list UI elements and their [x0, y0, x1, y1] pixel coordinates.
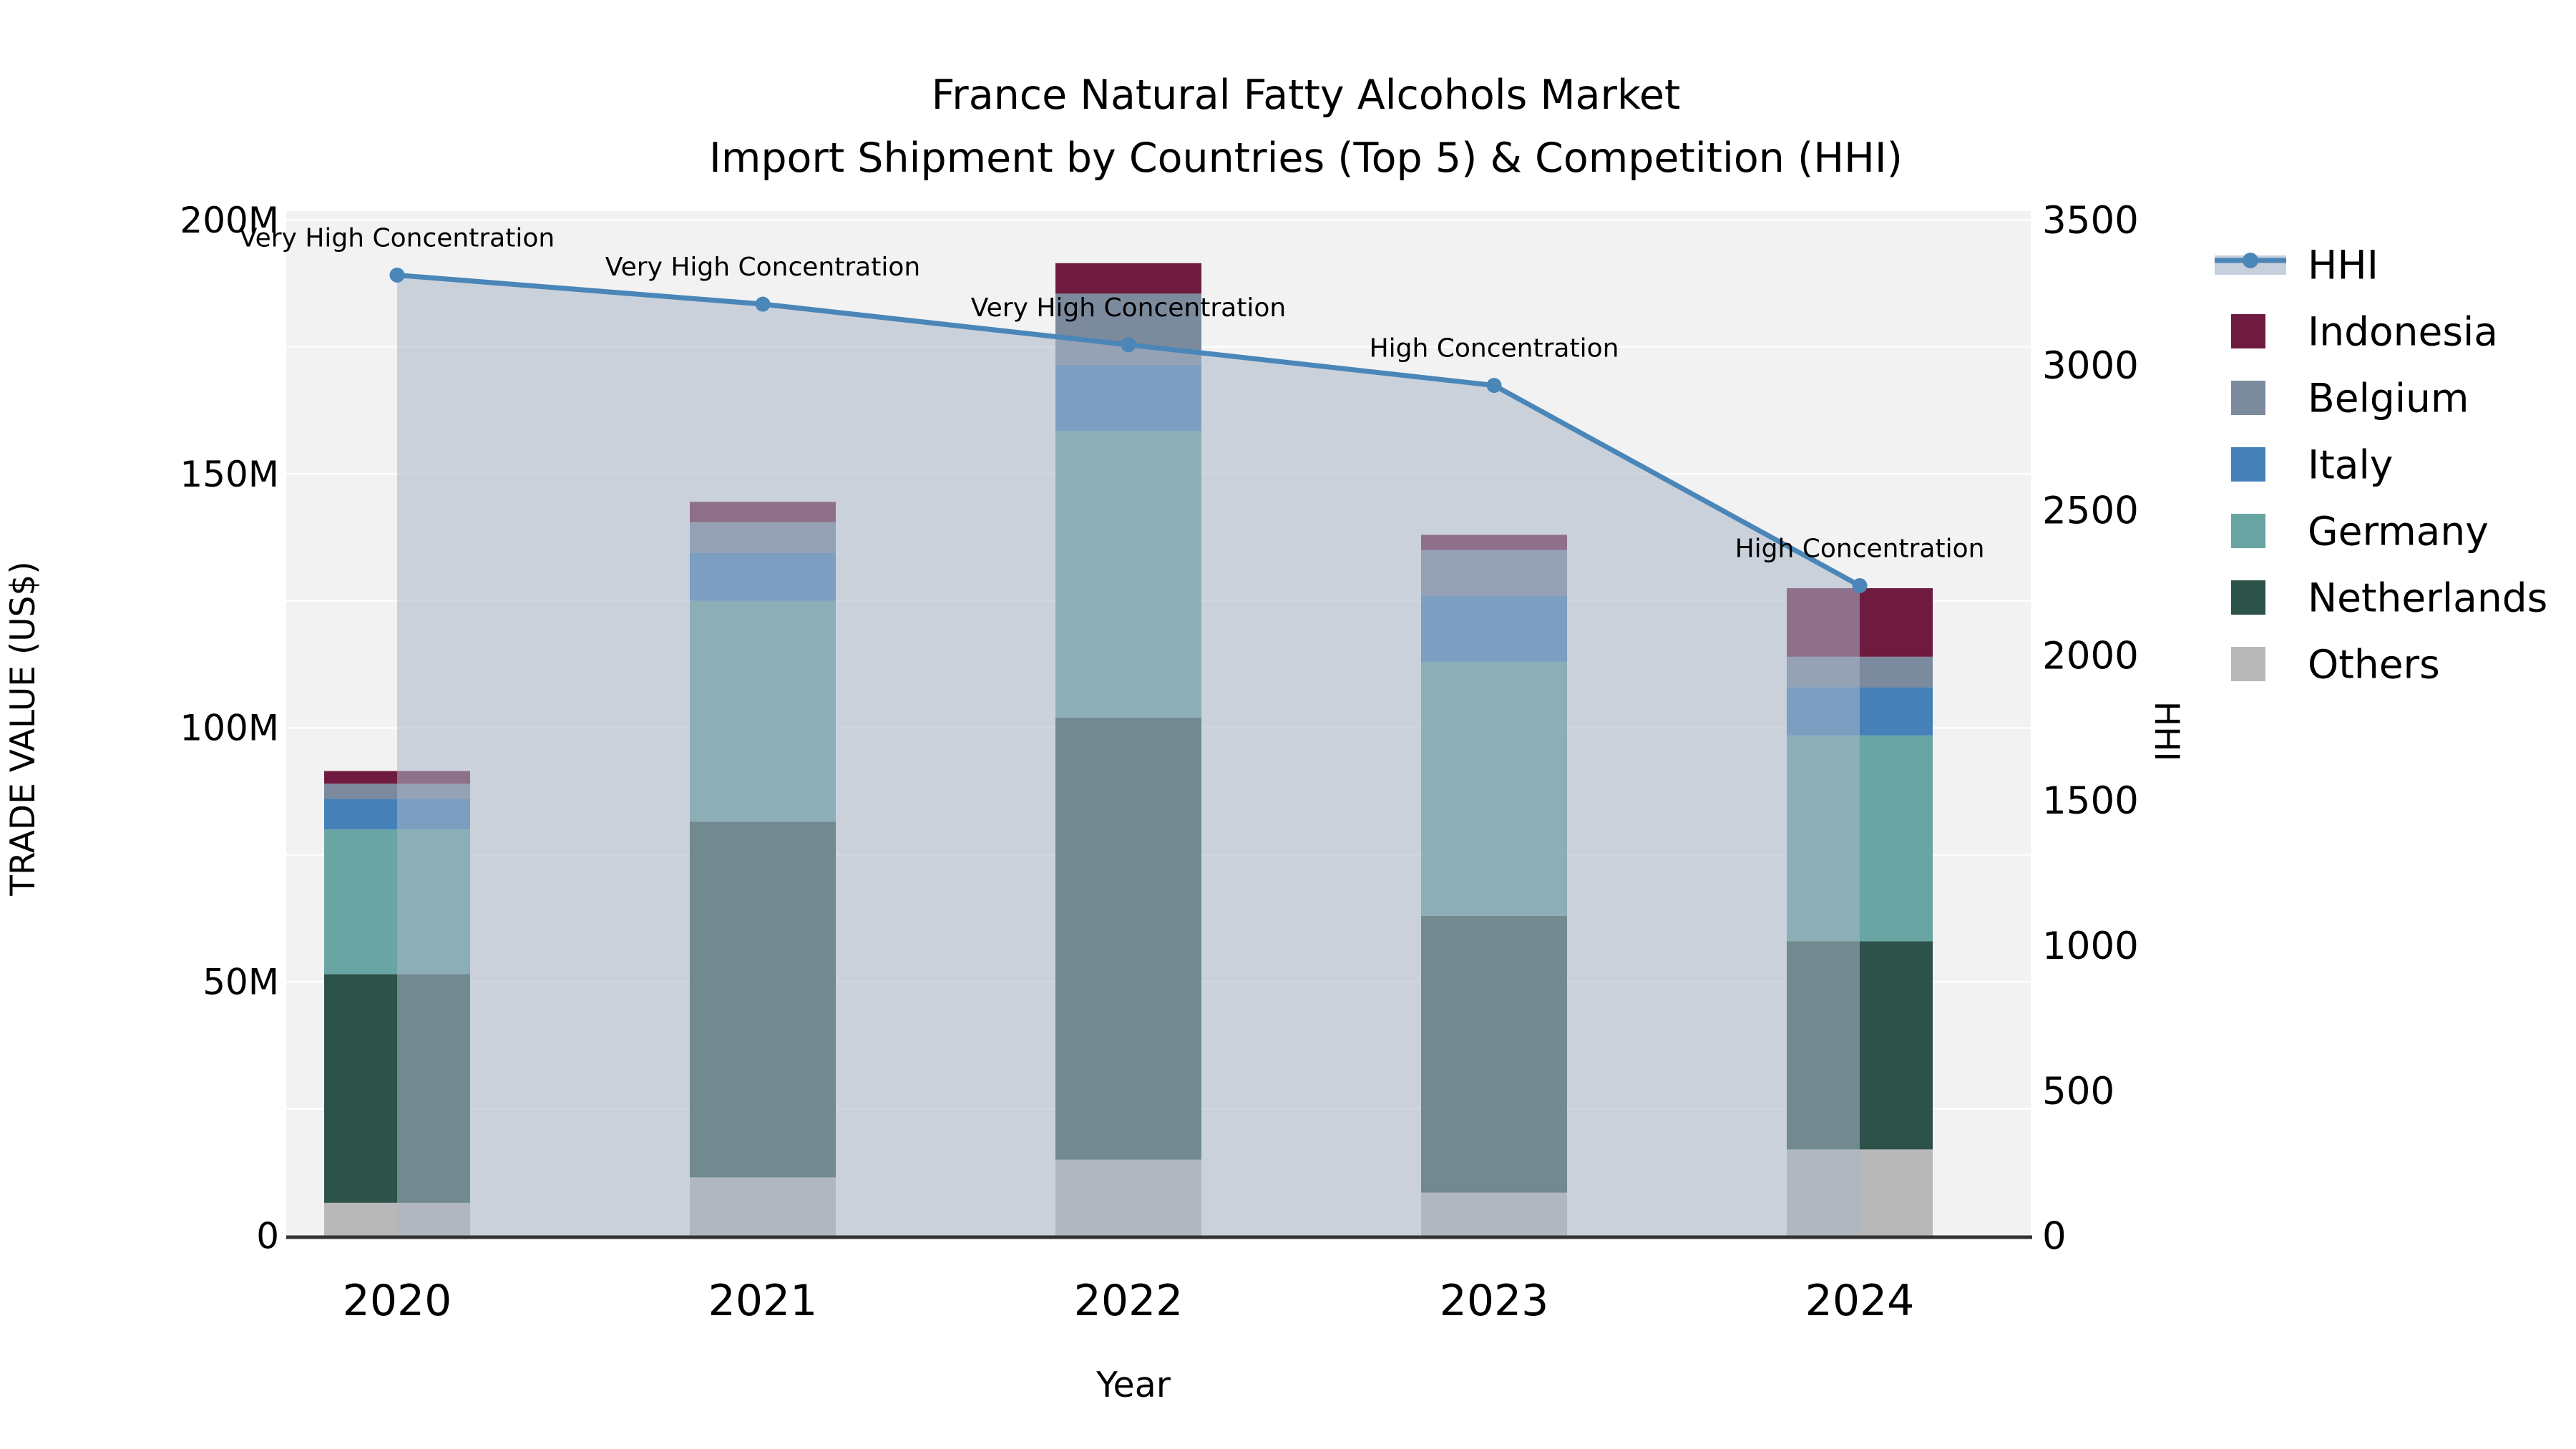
- chart-title-line2: Import Shipment by Countries (Top 5) & C…: [709, 135, 1903, 182]
- legend-item-others: Others: [2231, 641, 2440, 687]
- right-tick-label: 2500: [2042, 489, 2139, 533]
- legend-label: Belgium: [2308, 375, 2469, 421]
- legend-item-germany: Germany: [2231, 508, 2489, 554]
- y-axis-label-right: HHI: [2147, 701, 2186, 762]
- legend-item-netherlands: Netherlands: [2231, 575, 2547, 620]
- right-tick-label: 0: [2042, 1215, 2067, 1259]
- x-tick-label-2020: 2020: [343, 1276, 452, 1326]
- hhi-area-layer: [397, 275, 1860, 1236]
- legend-label: Others: [2308, 641, 2440, 687]
- annotation-label-2022: Very High Concentration: [971, 293, 1286, 323]
- hhi-line-layer: [389, 267, 1868, 593]
- left-tick-label: 50M: [203, 962, 279, 1003]
- left-tick-label: 0: [256, 1216, 279, 1257]
- bar-segment-indonesia-2022: [1055, 263, 1201, 294]
- legend-item-indonesia: Indonesia: [2231, 308, 2498, 354]
- x-tick-label-2023: 2023: [1440, 1276, 1549, 1326]
- y-axis-label-left: TRADE VALUE (US$): [4, 561, 43, 896]
- legend-label: Italy: [2308, 441, 2393, 487]
- legend-swatch-belgium: [2231, 381, 2265, 415]
- hhi-marker-2024: [1852, 577, 1868, 593]
- annotation-label-2021: Very High Concentration: [605, 253, 920, 282]
- annotation-label-2023: High Concentration: [1370, 334, 1619, 364]
- hhi-marker-2021: [755, 296, 771, 312]
- x-tick-label-2022: 2022: [1074, 1276, 1184, 1326]
- legend-label: Germany: [2308, 508, 2489, 554]
- right-tick-label: 1000: [2042, 924, 2139, 968]
- hhi-marker-2023: [1486, 378, 1502, 394]
- legend-label: Netherlands: [2308, 575, 2547, 620]
- hhi-marker-2022: [1121, 337, 1136, 353]
- hhi-area-fill: [397, 275, 1860, 1236]
- right-tick-label: 3000: [2042, 344, 2139, 388]
- axis-ticks-layer: 0 50M 100M 150M 200M 0 500 1000 1500 2000 2500 3000…: [180, 199, 2138, 1326]
- x-tick-label-2021: 2021: [708, 1276, 818, 1326]
- right-tick-label: 500: [2042, 1070, 2114, 1113]
- right-tick-label: 1500: [2042, 779, 2139, 823]
- legend-hhi-marker: [2243, 253, 2258, 268]
- right-tick-label: 3500: [2042, 199, 2139, 243]
- x-axis-label: Year: [1096, 1365, 1171, 1405]
- hhi-marker-2020: [389, 267, 405, 283]
- right-tick-label: 2000: [2042, 634, 2139, 678]
- legend-item-hhi: HHI: [2215, 242, 2379, 288]
- legend-item-italy: Italy: [2231, 441, 2393, 487]
- annotations-layer: Very High Concentration Very High Concent…: [240, 223, 1985, 563]
- legend-swatch-germany: [2231, 514, 2265, 548]
- legend-label: Indonesia: [2308, 308, 2498, 354]
- legend-swatch-italy: [2231, 447, 2265, 482]
- left-tick-label: 100M: [180, 708, 279, 749]
- left-tick-label: 200M: [180, 200, 279, 241]
- x-tick-label-2024: 2024: [1805, 1276, 1915, 1326]
- annotation-label-2020: Very High Concentration: [240, 223, 555, 253]
- annotation-label-2024: High Concentration: [1735, 534, 1985, 563]
- legend-swatch-indonesia: [2231, 314, 2265, 348]
- legend-item-belgium: Belgium: [2231, 375, 2469, 421]
- legend: HHI Indonesia Belgium Italy Germany Netherlan…: [2215, 242, 2547, 687]
- legend-swatch-others: [2231, 647, 2265, 681]
- legend-label: HHI: [2308, 242, 2379, 288]
- left-tick-label: 150M: [180, 454, 279, 495]
- legend-swatch-netherlands: [2231, 580, 2265, 615]
- chart-title-line1: France Natural Fatty Alcohols Market: [932, 72, 1681, 119]
